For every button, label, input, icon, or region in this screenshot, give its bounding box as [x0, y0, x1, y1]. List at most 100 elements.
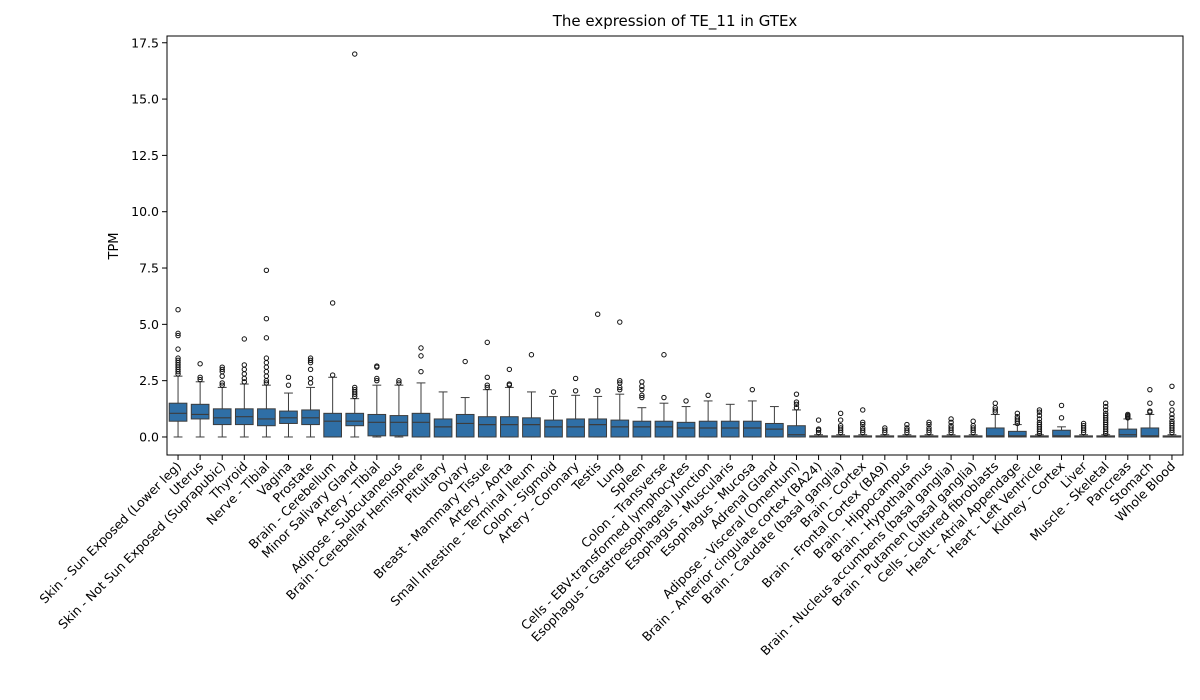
box-body [522, 417, 541, 438]
outlier-point [263, 368, 270, 375]
box-body [654, 420, 674, 438]
outlier-point [1147, 386, 1153, 393]
outlier-point [197, 376, 203, 383]
box-body [765, 422, 784, 438]
outlier-point [374, 377, 380, 384]
outlier-point [241, 379, 248, 385]
box-body [389, 415, 409, 437]
box-body [168, 402, 188, 422]
outlier-point [352, 51, 358, 57]
box-body [787, 425, 806, 438]
outlier-point [462, 358, 468, 365]
outlier-point [837, 425, 844, 431]
outlier-point [1169, 407, 1175, 413]
box-39 [1030, 407, 1049, 438]
outlier-point [594, 311, 601, 317]
outlier-point [617, 377, 623, 384]
outlier-point [1014, 416, 1021, 422]
box-body [742, 420, 762, 438]
outlier-point [815, 429, 822, 436]
box-body [1140, 427, 1160, 438]
outlier-point [1102, 410, 1109, 417]
box-3 [234, 336, 254, 438]
outlier-point [263, 364, 270, 370]
outlier-point [263, 335, 270, 341]
outlier-point [1036, 409, 1043, 415]
outlier-point [352, 386, 358, 393]
outlier-point [1080, 423, 1087, 429]
box-29 [809, 417, 828, 438]
outlier-point [617, 386, 623, 393]
box-body [566, 418, 585, 438]
outlier-point [197, 374, 203, 380]
outlier-point [1102, 412, 1109, 419]
box-body [610, 419, 630, 438]
outlier-point [837, 423, 844, 429]
box-26 [742, 386, 762, 438]
outlier-point [175, 346, 181, 352]
outlier-point [837, 417, 844, 423]
outlier-point [285, 382, 292, 388]
box-8 [345, 51, 365, 438]
box-18 [566, 375, 585, 438]
outlier-point [970, 418, 976, 424]
outlier-point [926, 427, 932, 433]
outlier-point [418, 353, 424, 359]
outlier-point [793, 401, 800, 408]
box-21 [632, 379, 652, 438]
box-32 [875, 425, 895, 438]
box-22 [654, 352, 674, 438]
outlier-point [263, 373, 270, 379]
outlier-point [793, 399, 800, 405]
box-body [588, 418, 608, 438]
box-body [212, 408, 232, 426]
box-body [411, 412, 431, 438]
box-7 [323, 300, 342, 438]
outlier-point [1169, 415, 1175, 421]
x-axis: Skin - Sun Exposed (Lower leg)UterusSkin… [36, 455, 1178, 658]
box-body [632, 420, 652, 438]
box-40 [1052, 402, 1071, 438]
outlier-point [882, 425, 888, 431]
outlier-point [1169, 400, 1175, 406]
box-34 [919, 419, 939, 438]
outlier-point [639, 379, 645, 385]
outlier-point [219, 373, 225, 379]
outlier-point [418, 345, 424, 351]
box-19 [588, 311, 608, 438]
outlier-point [263, 359, 270, 366]
outlier-point [661, 394, 667, 401]
outlier-point [329, 300, 336, 306]
box-33 [897, 421, 917, 438]
outlier-point [1036, 416, 1043, 422]
outlier-point [484, 374, 490, 380]
outlier-point [219, 366, 225, 373]
outlier-point [352, 384, 358, 391]
outlier-point [815, 417, 822, 423]
outlier-point [484, 382, 490, 388]
outlier-point [1102, 407, 1109, 413]
box-body [257, 408, 276, 427]
outlier-point [617, 380, 623, 386]
box-body [720, 420, 740, 438]
outlier-point [1036, 412, 1043, 419]
outlier-point [374, 375, 380, 382]
outlier-point [904, 427, 910, 433]
outlier-point [639, 394, 645, 401]
box-38 [1008, 410, 1027, 438]
outlier-point [572, 375, 579, 382]
box-body [477, 416, 497, 438]
y-tick-label: 17.5 [131, 35, 159, 50]
outlier-point [882, 427, 888, 433]
outlier-point [1169, 383, 1175, 389]
box-17 [544, 389, 563, 438]
outlier-point [307, 375, 314, 382]
box-5 [279, 374, 298, 438]
y-tick-label: 10.0 [131, 204, 159, 219]
outlier-point [1014, 410, 1021, 417]
box-30 [831, 410, 850, 438]
box-25 [720, 403, 740, 438]
y-tick-label: 5.0 [139, 317, 159, 332]
outlier-point [749, 386, 756, 393]
